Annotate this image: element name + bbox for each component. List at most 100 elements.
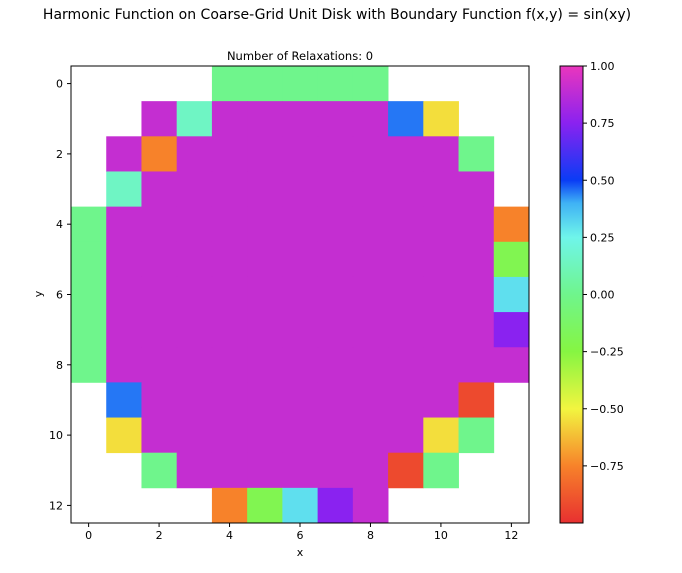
x-axis-ticks: 0 2 4 6 8 10 12	[85, 523, 518, 542]
heatmap-cell	[388, 347, 424, 383]
heatmap-cell	[247, 136, 283, 172]
heatmap-cell	[458, 276, 495, 313]
heatmap-cell	[106, 417, 142, 454]
heatmap-cell	[247, 417, 283, 454]
heatmap-cell	[211, 206, 248, 243]
heatmap-cell	[458, 206, 495, 243]
heatmap-cell	[106, 136, 142, 172]
heatmap-cell	[211, 452, 248, 489]
heatmap-cell	[106, 171, 142, 208]
heatmap-cell	[458, 417, 495, 454]
heatmap-cell	[317, 136, 354, 172]
heatmap-cell	[141, 136, 178, 172]
x-axis-label: x	[297, 546, 304, 559]
heatmap-cell	[176, 312, 213, 348]
heatmap-cell	[247, 452, 283, 489]
heatmap-cell	[388, 171, 424, 208]
heatmap-cell	[141, 452, 178, 489]
heatmap-cell	[176, 241, 213, 278]
axes-title: Number of Relaxations: 0	[227, 49, 373, 63]
heatmap-cell	[176, 206, 213, 243]
heatmap-cell	[423, 171, 459, 208]
heatmap-cell	[106, 382, 142, 418]
heatmap-cell	[247, 66, 283, 102]
heatmap-cell	[106, 312, 142, 348]
heatmap-cell	[71, 312, 107, 348]
heatmap-cell	[247, 276, 283, 313]
heatmap-cell	[176, 382, 213, 418]
x-tick-label: 6	[297, 529, 304, 542]
y-tick-label: 0	[56, 78, 63, 91]
heatmap-cell	[458, 312, 495, 348]
heatmap-cell	[317, 487, 354, 524]
y-axis-ticks: 0 2 4 6 8 10 12	[49, 78, 71, 512]
heatmap-cell	[71, 206, 107, 243]
heatmap-cells	[71, 66, 530, 524]
x-tick-label: 10	[434, 529, 448, 542]
heatmap-cell	[423, 206, 459, 243]
heatmap-cell	[211, 241, 248, 278]
heatmap-cell	[211, 66, 248, 102]
heatmap-cell	[282, 312, 319, 348]
colorbar-tick-label: 0.25	[590, 231, 615, 244]
figure-title: Harmonic Function on Coarse-Grid Unit Di…	[43, 7, 631, 23]
heatmap-cell	[282, 136, 319, 172]
heatmap-cell	[71, 241, 107, 278]
heatmap-cell	[141, 101, 178, 137]
heatmap-cell	[423, 312, 459, 348]
heatmap-cell	[352, 382, 389, 418]
heatmap-cell	[317, 382, 354, 418]
heatmap-cell	[352, 206, 389, 243]
heatmap-cell	[352, 136, 389, 172]
heatmap-cell	[317, 101, 354, 137]
heatmap-cell	[141, 171, 178, 208]
heatmap-cell	[493, 347, 530, 383]
heatmap-cell	[352, 171, 389, 208]
heatmap-cell	[388, 452, 424, 489]
heatmap-cell	[423, 136, 459, 172]
heatmap-cell	[141, 417, 178, 454]
heatmap-cell	[282, 417, 319, 454]
heatmap-cell	[176, 101, 213, 137]
heatmap-cell	[211, 312, 248, 348]
heatmap-cell	[388, 417, 424, 454]
heatmap-cell	[352, 417, 389, 454]
colorbar-tick-label: 0.00	[590, 289, 615, 302]
heatmap-cell	[247, 382, 283, 418]
heatmap-cell	[493, 312, 530, 348]
heatmap-cell	[317, 347, 354, 383]
heatmap-cell	[282, 171, 319, 208]
heatmap-cell	[352, 276, 389, 313]
heatmap-cell	[282, 101, 319, 137]
heatmap-cell	[458, 241, 495, 278]
x-tick-label: 0	[85, 529, 92, 542]
heatmap-cell	[423, 101, 459, 137]
colorbar-tick-label: 0.75	[590, 117, 615, 130]
heatmap-cell	[247, 487, 283, 524]
heatmap-cell	[352, 452, 389, 489]
colorbar-ticks: 1.00 0.75 0.50 0.25 0.00 −0.25 −0.50 −0.75	[583, 60, 624, 473]
heatmap-cell	[141, 312, 178, 348]
y-tick-label: 8	[56, 359, 63, 372]
heatmap-cell	[211, 382, 248, 418]
heatmap-cell	[141, 382, 178, 418]
heatmap-cell	[317, 452, 354, 489]
heatmap-cell	[458, 136, 495, 172]
heatmap-cell	[493, 241, 530, 278]
heatmap-cell	[176, 452, 213, 489]
heatmap-cell	[317, 171, 354, 208]
heatmap-cell	[493, 276, 530, 313]
heatmap-cell	[317, 276, 354, 313]
heatmap-cell	[211, 171, 248, 208]
heatmap-cell	[71, 347, 107, 383]
heatmap-cell	[388, 136, 424, 172]
heatmap-cell	[352, 312, 389, 348]
heatmap-cell	[352, 241, 389, 278]
heatmap-cell	[176, 276, 213, 313]
heatmap-cell	[317, 66, 354, 102]
heatmap-cell	[352, 347, 389, 383]
heatmap-cell	[458, 171, 495, 208]
heatmap-cell	[493, 206, 530, 243]
heatmap-cell	[176, 171, 213, 208]
